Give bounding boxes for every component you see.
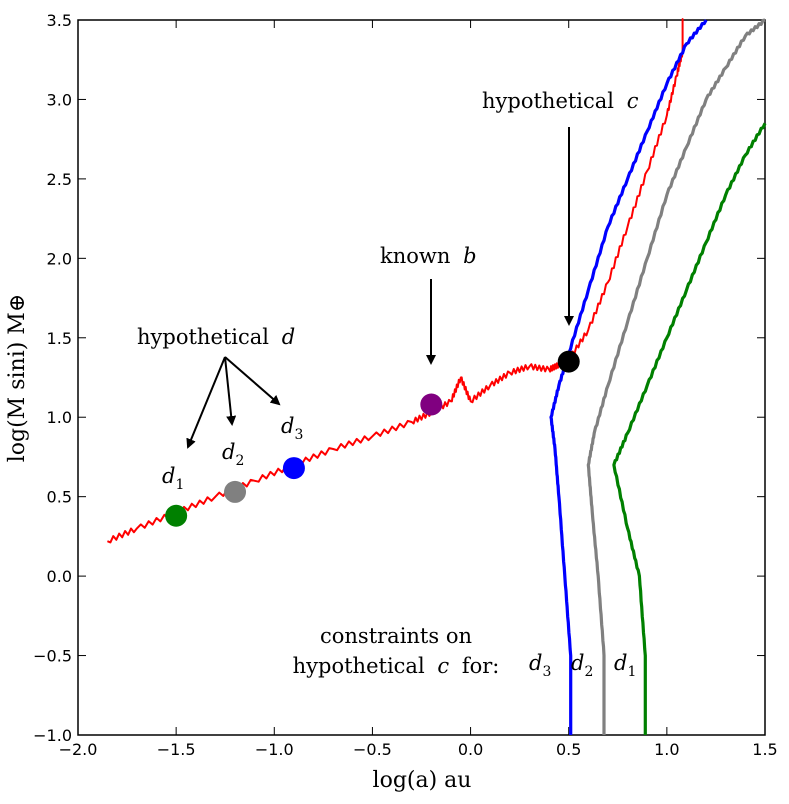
x-tick-label: −1.5: [157, 740, 196, 759]
y-tick-label: −0.5: [33, 647, 72, 666]
x-tick-label: 1.5: [752, 740, 777, 759]
curve-label-d2-sub: 2: [584, 664, 593, 680]
constraints-line1: constraints on: [320, 624, 472, 648]
point-known-b: [420, 393, 443, 416]
x-tick-label: 0.5: [556, 740, 581, 759]
label-d2: d2: [222, 440, 244, 469]
y-tick-label: 3.0: [47, 90, 72, 109]
y-tick-label: 0.0: [47, 567, 72, 586]
x-axis-label: log(a) au: [373, 768, 472, 793]
point-d2: [224, 480, 247, 503]
axis-ticks: −2.0 −1.5 −1.0 −0.5 0.0 0.5 1.0 1.5 −1.0 −0.5 0.0 0…: [33, 11, 778, 759]
y-tick-label: −1.0: [33, 726, 72, 745]
y-tick-label: 3.5: [47, 11, 72, 30]
curve-label-d3-letter: d: [529, 651, 542, 675]
y-tick-label: 2.0: [47, 249, 72, 268]
curve-label-d1-letter: d: [614, 651, 627, 675]
curve-label-d1: d1: [614, 651, 636, 680]
constraints-line2: hypothetical c for:: [293, 654, 500, 678]
annotation-hypothetical-c: hypothetical c: [482, 89, 639, 113]
curve-label-d3: d3: [529, 651, 551, 680]
series-line-red-curve: [107, 18, 684, 544]
annotation-known-b-word: known: [380, 244, 450, 268]
arrow-hypothetical-d2: [224, 356, 237, 426]
x-tick-label: 0.0: [458, 740, 483, 759]
y-tick-label: 0.5: [47, 488, 72, 507]
x-tick-label: −0.5: [353, 740, 392, 759]
x-tick-label: −2.0: [59, 740, 98, 759]
arrow-hypothetical-d1: [186, 356, 226, 449]
label-d1: d1: [162, 464, 184, 493]
curve-label-d3-sub: 3: [542, 664, 551, 680]
y-tick-label: 1.5: [47, 329, 72, 348]
label-d3: d3: [281, 414, 303, 443]
label-d1-sub: 1: [175, 477, 184, 493]
label-d2-letter: d: [222, 440, 235, 464]
arrow-hypothetical-d3: [224, 356, 281, 406]
y-axis-label: log(M sini) M⊕: [5, 294, 30, 463]
point-d3: [282, 457, 305, 480]
annotation-hypothetical-c-var: c: [627, 89, 639, 113]
curve-label-d2: d2: [571, 651, 593, 680]
series-line-d2: [586, 18, 766, 735]
x-tick-label: −1.0: [255, 740, 294, 759]
annotation-hypothetical-d-word: hypothetical: [137, 325, 269, 349]
point-hypothetical-c: [557, 350, 580, 373]
constraints-line2-var: c: [437, 654, 449, 678]
x-tick-label: 1.0: [654, 740, 679, 759]
annotation-hypothetical-c-word: hypothetical: [482, 89, 614, 113]
annotation-known-b: known b: [380, 244, 477, 268]
curve-label-d2-letter: d: [571, 651, 584, 675]
curve-label-d1-sub: 1: [627, 664, 636, 680]
label-d3-letter: d: [281, 414, 294, 438]
constraints-line2-for: for:: [462, 654, 500, 678]
annotation-hypothetical-d-var: d: [282, 325, 295, 349]
y-tick-label: 1.0: [47, 408, 72, 427]
y-tick-label: 2.5: [47, 170, 72, 189]
annotation-known-b-var: b: [463, 244, 476, 268]
label-d1-letter: d: [162, 464, 175, 488]
label-d2-sub: 2: [235, 453, 244, 469]
constraints-line2-word: hypothetical: [293, 654, 425, 678]
data-points: [165, 350, 580, 527]
point-d1: [165, 504, 188, 527]
series-line-d1: [612, 122, 767, 735]
annotation-hypothetical-d: hypothetical d: [137, 325, 295, 349]
label-d3-sub: 3: [294, 427, 303, 443]
